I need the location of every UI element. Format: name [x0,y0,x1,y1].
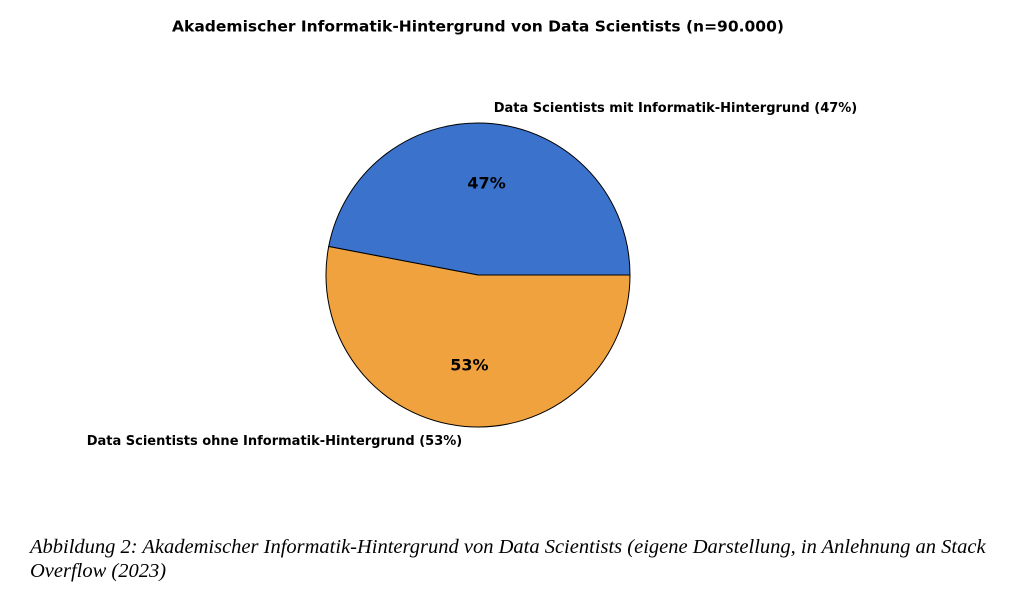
chart: Akademischer Informatik-Hintergrund von … [87,18,858,449]
pie-slice [325,245,631,428]
slice-label: Data Scientists ohne Informatik-Hintergr… [87,434,463,449]
value-label: 47% [467,174,505,193]
pie-slice [328,122,631,276]
value-label: 53% [450,355,488,374]
slice-label: Data Scientists mit Informatik-Hintergru… [494,101,858,116]
caption: Abbildung 2: Akademischer Informatik-Hin… [30,536,986,582]
chart-title: Akademischer Informatik-Hintergrund von … [172,18,784,36]
